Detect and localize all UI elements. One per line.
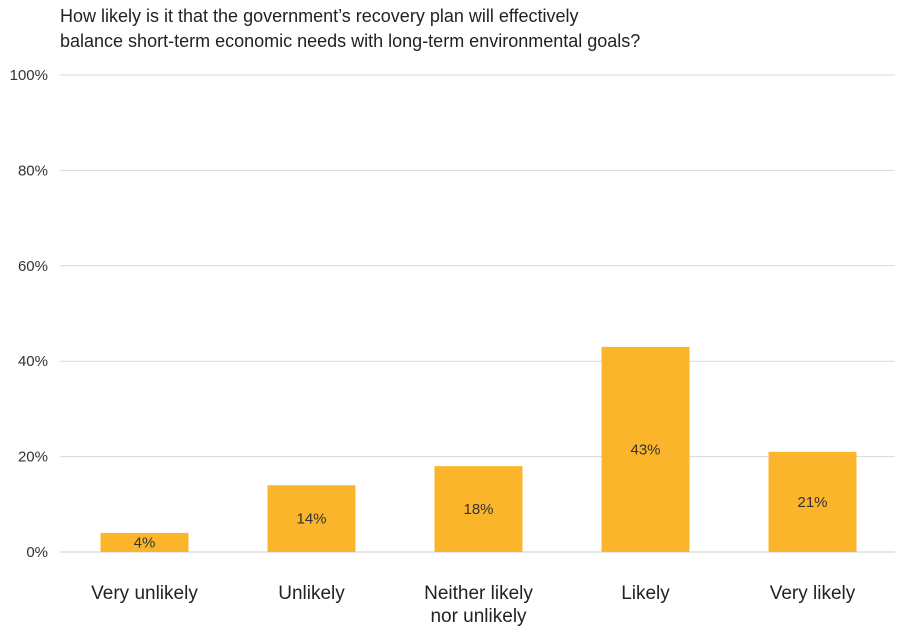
bar bbox=[601, 346, 690, 552]
x-category-label: Likely bbox=[621, 583, 670, 604]
data-label: 4% bbox=[134, 534, 156, 551]
chart-title: How likely is it that the government’s r… bbox=[60, 4, 880, 54]
x-category-label: Very likely bbox=[770, 583, 856, 604]
bar bbox=[100, 532, 189, 552]
y-tick-label: 100% bbox=[10, 67, 48, 84]
data-label: 21% bbox=[797, 494, 827, 511]
data-label: 14% bbox=[296, 511, 326, 528]
chart-title-line-2: balance short-term economic needs with l… bbox=[60, 31, 641, 51]
y-tick-label: 40% bbox=[18, 353, 48, 370]
bar bbox=[434, 466, 523, 552]
x-category-label: nor unlikely bbox=[430, 606, 527, 627]
x-category-label: Very unlikely bbox=[91, 583, 198, 604]
y-tick-label: 0% bbox=[26, 544, 48, 561]
bars-layer bbox=[100, 346, 857, 552]
bar bbox=[768, 451, 857, 552]
y-tick-label: 80% bbox=[18, 162, 48, 179]
x-category-label: Unlikely bbox=[278, 583, 345, 604]
chart-title-line-1: How likely is it that the government’s r… bbox=[60, 6, 579, 26]
data-label: 18% bbox=[463, 501, 493, 518]
y-tick-label: 60% bbox=[18, 258, 48, 275]
y-tick-label: 20% bbox=[18, 449, 48, 466]
labels-layer: 0% 20% 40% 60% 80% 100% 4% Very unlikely 14% Unli… bbox=[10, 67, 856, 627]
bar bbox=[267, 485, 356, 552]
x-category-label: Neither likely bbox=[424, 583, 533, 604]
data-label: 43% bbox=[630, 441, 660, 458]
